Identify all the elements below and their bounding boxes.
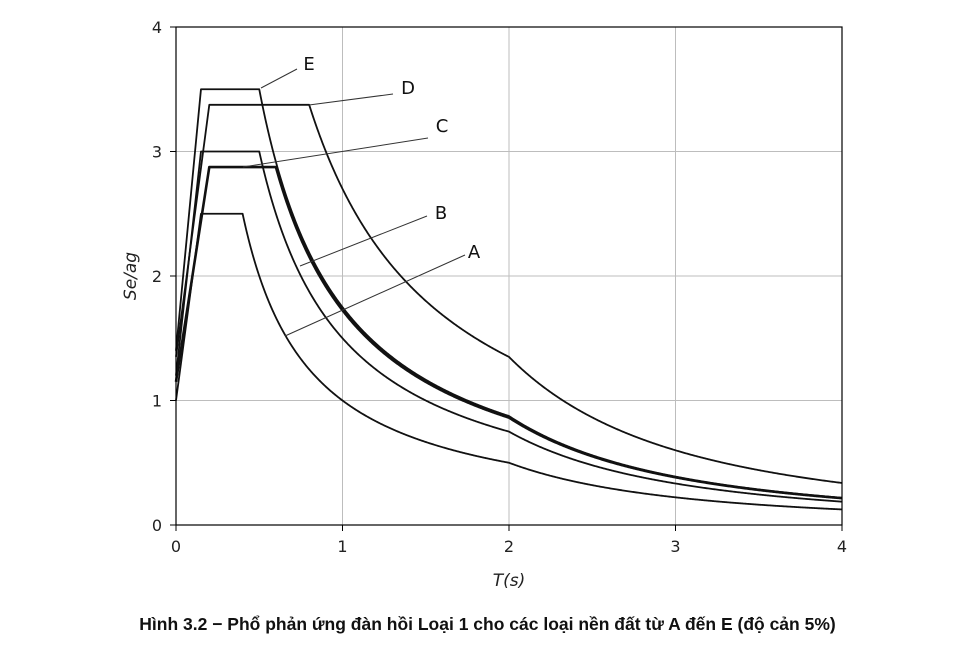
series-label-a: A: [468, 242, 481, 263]
leader-line-c: [242, 137, 429, 168]
leader-line-b: [299, 215, 428, 267]
x-tick-label-1: 1: [337, 537, 347, 556]
y-tick-label-4: 4: [152, 18, 162, 37]
series-line-a: [175, 212, 843, 511]
y-tick-label-0: 0: [152, 516, 162, 535]
x-tick-label-4: 4: [837, 537, 847, 556]
series-line-d: [175, 103, 843, 484]
response-spectrum-chart: AB CD E 0 1 2 3 4 0 1 2 3 4 T(s) Se/ag: [121, 18, 847, 591]
x-axis-title: T(s): [493, 571, 526, 591]
series-label-b: B: [435, 203, 447, 224]
leader-line-a: [284, 254, 466, 337]
series-line-b: [175, 150, 843, 503]
y-axis-title: Se/ag: [121, 252, 141, 300]
figure-caption: Hình 3.2 − Phổ phản ứng đàn hồi Loại 1 c…: [139, 614, 836, 634]
x-tick-label-3: 3: [670, 537, 680, 556]
series-label-d: D: [401, 78, 415, 99]
y-tick-label-1: 1: [152, 392, 162, 411]
grid: [175, 26, 843, 526]
label-leaders: AB CD E: [242, 54, 481, 337]
x-tick-label-2: 2: [504, 537, 514, 556]
series-label-c: C: [436, 116, 449, 137]
y-tick-label-3: 3: [152, 143, 162, 162]
x-tick-label-0: 0: [171, 537, 181, 556]
y-tick-label-2: 2: [152, 267, 162, 286]
series-label-e: E: [303, 54, 314, 75]
curves: [174, 88, 843, 511]
leader-line-e: [260, 68, 298, 89]
axis-ticks: 0 1 2 3 4 0 1 2 3 4: [152, 18, 847, 556]
series-line-e: [175, 88, 843, 499]
leader-line-d: [308, 93, 394, 106]
